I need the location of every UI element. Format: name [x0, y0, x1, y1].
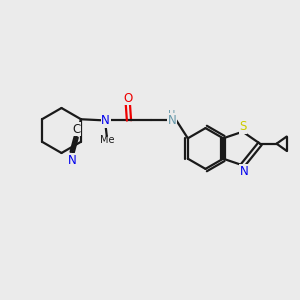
Text: C: C [72, 123, 80, 136]
Text: N: N [240, 165, 248, 178]
Text: S: S [239, 120, 247, 134]
Text: N: N [168, 114, 177, 127]
Text: O: O [123, 92, 132, 105]
Text: Me: Me [100, 135, 114, 145]
Text: N: N [101, 114, 110, 127]
Text: N: N [68, 154, 76, 167]
Text: H: H [169, 110, 176, 120]
